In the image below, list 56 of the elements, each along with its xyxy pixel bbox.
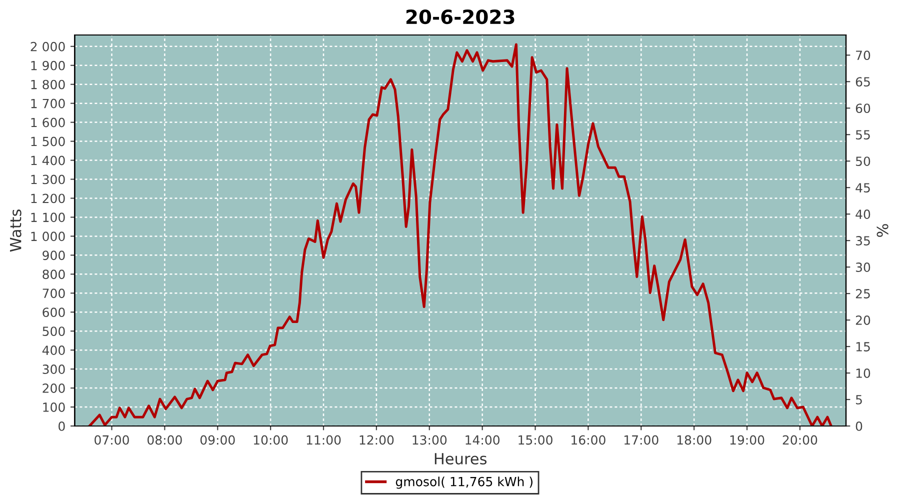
y-tick-label: 1 600	[31, 118, 65, 128]
y-tick-label: 800	[42, 270, 65, 280]
y2-tick-label: 70	[856, 50, 870, 60]
y-tick-label: 1 200	[31, 194, 65, 204]
y-tick-label: 1 700	[31, 98, 65, 108]
y2-tick-label: 0	[856, 421, 862, 431]
y2-tick-label: 35	[856, 236, 870, 246]
y-tick-label: 2 000	[30, 42, 65, 52]
x-tick-label: 15:00	[518, 435, 552, 445]
y-tick-label: 1 100	[31, 212, 65, 222]
x-axis-title: Heures	[434, 453, 487, 465]
y-tick-label: 1 900	[31, 60, 65, 70]
y-tick-label: 1 000	[31, 232, 65, 242]
x-tick-label: 11:00	[306, 435, 341, 445]
y2-tick-label: 40	[856, 210, 870, 220]
y2-axis-title: %	[876, 224, 888, 237]
x-tick-label: 16:00	[572, 435, 606, 445]
y2-tick-label: 5	[856, 395, 862, 404]
line-series	[88, 43, 832, 426]
y-tick-label: 900	[42, 250, 65, 260]
chart-title: 20-6-2023	[406, 9, 514, 24]
x-tick-label: 17:00	[624, 435, 658, 445]
y2-tick-label: 50	[856, 156, 870, 166]
y2-tick-label: 30	[856, 262, 870, 272]
y-tick-label: 500	[42, 326, 65, 336]
y-axis-title: Watts	[10, 210, 22, 252]
y-tick-label: 1 400	[31, 156, 65, 166]
x-tick-label: 09:00	[200, 435, 235, 445]
y2-tick-label: 45	[856, 183, 870, 193]
y2-tick-label: 65	[856, 77, 870, 87]
x-tick-label: 07:00	[94, 435, 129, 445]
x-tick-label: 19:00	[730, 435, 764, 445]
y-tick-label: 600	[42, 308, 65, 318]
y-tick-label: 1 500	[31, 136, 65, 146]
x-tick-label: 13:00	[412, 435, 447, 445]
y2-tick-label: 15	[856, 342, 870, 352]
y-tick-label: 700	[42, 288, 65, 298]
y2-tick-label: 25	[856, 289, 870, 298]
y-tick-label: 400	[42, 346, 65, 356]
x-tick-label: 18:00	[677, 435, 712, 445]
y2-tick-label: 60	[856, 104, 870, 114]
y2-tick-label: 55	[856, 130, 870, 140]
x-tick-label: 12:00	[360, 435, 394, 445]
y-tick-label: 0	[58, 421, 65, 431]
y-tick-label: 300	[42, 364, 65, 374]
legend-label: gmosol( 11,765 kWh )	[396, 476, 532, 489]
x-tick-label: 10:00	[254, 435, 288, 445]
y2-tick-label: 10	[856, 368, 870, 378]
x-tick-label: 20:00	[782, 435, 818, 445]
y-tick-label: 1 800	[31, 80, 65, 90]
y-tick-label: 200	[42, 384, 65, 393]
y-tick-label: 1 300	[31, 174, 65, 184]
x-tick-label: 14:00	[466, 435, 500, 445]
y-tick-label: 100	[43, 402, 65, 412]
y2-tick-label: 20	[856, 316, 870, 325]
x-tick-label: 08:00	[148, 435, 182, 445]
